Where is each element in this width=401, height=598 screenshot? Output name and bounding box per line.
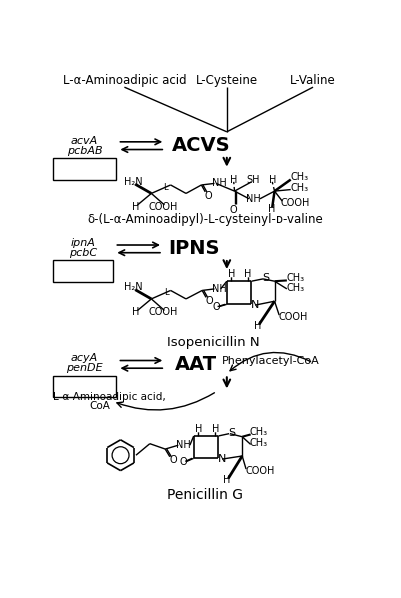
Text: pcbC: pcbC	[69, 248, 97, 258]
Text: O: O	[229, 205, 237, 215]
Text: CoA: CoA	[89, 401, 110, 411]
Text: N: N	[251, 300, 259, 310]
Text: S: S	[227, 428, 235, 438]
Text: pcbAB: pcbAB	[67, 146, 102, 156]
Text: N: N	[217, 454, 226, 464]
Text: H: H	[253, 321, 261, 331]
Text: δ-(L-α-Aminoadipyl)-L-cysteinyl-ᴅ-valine: δ-(L-α-Aminoadipyl)-L-cysteinyl-ᴅ-valine	[87, 213, 322, 226]
Text: CH₃: CH₃	[286, 283, 304, 293]
Text: NH: NH	[246, 194, 261, 204]
Text: L-α-Aminoadipic acid,: L-α-Aminoadipic acid,	[53, 392, 165, 402]
Text: O: O	[205, 296, 213, 306]
Text: COOH: COOH	[148, 307, 177, 317]
Text: Isopenicillin N: Isopenicillin N	[166, 336, 259, 349]
Text: CH₃: CH₃	[290, 172, 308, 182]
Text: COOH: COOH	[148, 202, 177, 212]
FancyBboxPatch shape	[53, 158, 115, 179]
FancyBboxPatch shape	[53, 376, 115, 398]
Text: H: H	[132, 307, 139, 317]
Text: acvA: acvA	[71, 136, 98, 146]
Text: acyA: acyA	[71, 353, 98, 363]
Text: O: O	[169, 455, 176, 465]
Text: CH₃: CH₃	[249, 427, 267, 437]
Text: H₂N: H₂N	[124, 177, 143, 187]
Text: IPNS: IPNS	[168, 239, 219, 258]
Text: COOH: COOH	[245, 466, 274, 475]
Text: H: H	[227, 269, 235, 279]
Text: H: H	[211, 424, 219, 434]
Text: O: O	[213, 303, 220, 312]
Text: ipnA: ipnA	[70, 237, 95, 248]
Text: H: H	[194, 424, 202, 434]
FancyBboxPatch shape	[53, 260, 113, 282]
Text: COOH: COOH	[280, 198, 309, 208]
Text: H: H	[267, 204, 274, 214]
Text: CH₃: CH₃	[286, 273, 304, 283]
Text: H: H	[268, 175, 275, 185]
Text: L: L	[162, 183, 167, 192]
Text: NH: NH	[176, 440, 190, 450]
Text: H: H	[132, 202, 139, 212]
Text: H: H	[223, 475, 230, 485]
Text: CH₃: CH₃	[249, 438, 267, 448]
Text: SH: SH	[246, 175, 259, 185]
Text: AAT: AAT	[174, 355, 217, 374]
Text: O: O	[204, 191, 212, 201]
Text: H: H	[243, 269, 251, 279]
Text: H: H	[229, 175, 237, 185]
Text: NH: NH	[211, 284, 226, 294]
Text: L-α-Aminoadipic acid: L-α-Aminoadipic acid	[63, 74, 186, 87]
Text: H₂N: H₂N	[124, 282, 143, 292]
Text: L-Valine: L-Valine	[290, 74, 335, 87]
Text: penDE: penDE	[66, 363, 102, 373]
Text: ACVS: ACVS	[172, 136, 230, 155]
Text: L: L	[163, 288, 168, 297]
Text: NH: NH	[211, 178, 226, 188]
Text: S: S	[261, 273, 268, 283]
Text: COOH: COOH	[278, 312, 307, 322]
Text: L-Cysteine: L-Cysteine	[195, 74, 257, 87]
Text: O: O	[179, 457, 187, 467]
Text: CH₃: CH₃	[290, 183, 308, 193]
Text: Phenylacetyl-CoA: Phenylacetyl-CoA	[221, 355, 318, 365]
Text: Penicillin G: Penicillin G	[167, 488, 243, 502]
